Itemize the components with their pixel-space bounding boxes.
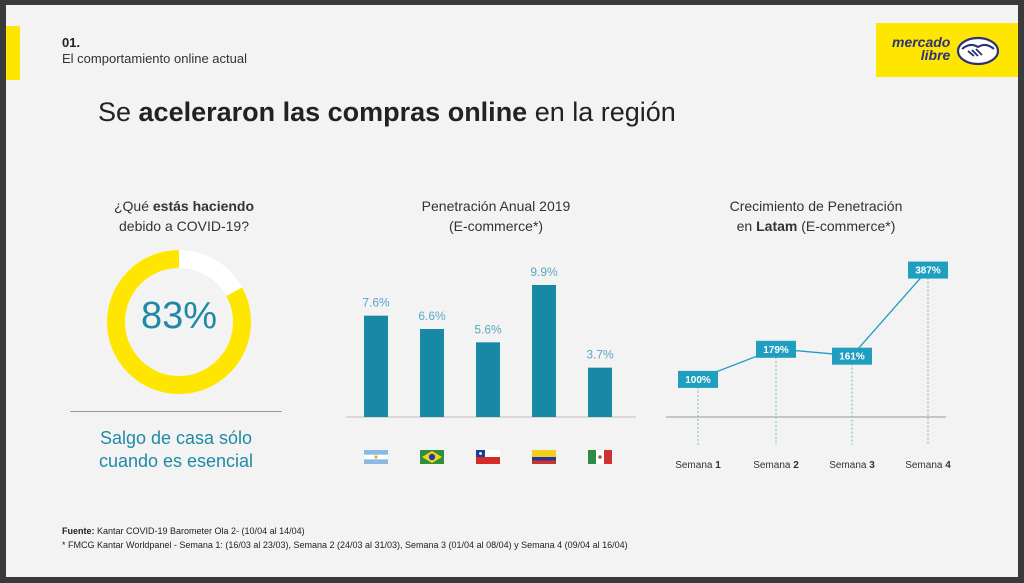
penetration-title-line-1: Penetración Anual 2019: [421, 198, 571, 214]
bar-label: 3.7%: [586, 348, 614, 362]
value-box-label: 179%: [763, 345, 789, 356]
week-label: Semana 1: [675, 460, 721, 471]
bar-chart: 7.6% 6.6% 5.6% 9.9% 3.7%: [346, 265, 636, 464]
growth-title: Crecimiento de Penetración en Latam (E-c…: [706, 196, 926, 236]
slide: 01. El comportamiento online actual merc…: [6, 5, 1018, 577]
value-box-bg: [678, 370, 718, 388]
argentina-flag: [364, 450, 388, 464]
answer-line-2: cuando es esencial: [98, 451, 254, 471]
survey-title-bold: estás haciendo: [152, 198, 255, 214]
week-number: 2: [793, 460, 799, 471]
week-prefix: Semana: [753, 460, 793, 471]
value-box: 387%: [908, 261, 948, 279]
bar-label: 6.6%: [418, 309, 446, 323]
week-label: Semana 3: [829, 460, 875, 471]
week-number: 1: [715, 460, 721, 471]
donut-arc: [107, 250, 251, 394]
title-post: en la región: [527, 97, 676, 127]
survey-title: ¿Qué estás haciendo debido a COVID-19?: [70, 196, 298, 236]
week-number: 4: [945, 460, 951, 471]
bar-mexico-flag: [588, 367, 612, 417]
donut-chart: [107, 250, 251, 394]
logo-wordmark: mercado libre: [892, 34, 951, 63]
title-pre: Se: [98, 97, 139, 127]
footer-source: Fuente: Kantar COVID-19 Barometer Ola 2-…: [62, 526, 305, 536]
growth-title-pre: en: [736, 218, 757, 234]
bar-label: 7.6%: [362, 296, 390, 310]
value-box: 179%: [756, 340, 796, 358]
value-box-bg: [908, 261, 948, 279]
handshake-icon: [956, 36, 1000, 66]
logo-line-2: libre: [920, 47, 951, 63]
growth-title-line-1: Crecimiento de Penetración: [729, 198, 903, 214]
footer-source-text: Kantar COVID-19 Barometer Ola 2- (10/04 …: [94, 526, 305, 536]
week-prefix: Semana: [675, 460, 715, 471]
survey-answer: Salgo de casa sólo cuando es esencial: [70, 427, 282, 473]
value-box-label: 161%: [839, 352, 865, 363]
week-label: Semana 2: [753, 460, 799, 471]
value-box: 161%: [832, 347, 872, 365]
survey-title-line-1: ¿Qué estás haciendo: [70, 196, 298, 216]
survey-title-line-2: debido a COVID-19?: [119, 218, 249, 234]
title-bold: aceleraron las compras online: [138, 97, 528, 127]
line-chart: 100% Semana 1 179% Semana 2 161% Semana 3 387%…: [666, 261, 951, 471]
answer-line-1: Salgo de casa sólo: [99, 428, 253, 448]
donut-value: 83%: [140, 295, 218, 337]
bar-brazil-flag: [420, 329, 444, 417]
growth-line: [697, 269, 929, 380]
value-box-bg: [756, 340, 796, 358]
growth-title-line-2: en Latam (E-commerce*): [706, 216, 926, 236]
penetration-title: Penetración Anual 2019 (E-commerce*): [376, 196, 616, 236]
logo-line-1: mercado: [892, 34, 951, 50]
growth-title-bold: Latam: [756, 218, 798, 234]
brazil-flag: [420, 450, 444, 464]
section-number: 01.: [62, 35, 81, 50]
accent-bar: [6, 26, 20, 80]
value-box: 100%: [678, 370, 718, 388]
value-box-bg: [832, 347, 872, 365]
week-number: 3: [869, 460, 875, 471]
bar-label: 5.6%: [474, 322, 502, 336]
section-subtitle: El comportamiento online actual: [62, 51, 247, 66]
survey-title-pre: ¿Qué: [113, 198, 153, 214]
week-prefix: Semana: [829, 460, 869, 471]
bar-chile-flag: [476, 342, 500, 417]
mexico-flag: [588, 450, 612, 464]
growth-title-post: (E-commerce*): [797, 218, 896, 234]
value-box-label: 387%: [915, 266, 941, 277]
page-title: Se aceleraron las compras online en la r…: [98, 97, 676, 128]
footer-note: * FMCG Kantar Worldpanel - Semana 1: (16…: [62, 540, 628, 550]
divider-line: [70, 411, 282, 412]
week-label: Semana 4: [905, 460, 951, 471]
colombia-flag: [532, 450, 556, 464]
bar-argentina-flag: [364, 315, 388, 417]
chile-flag: [476, 450, 500, 464]
bar-colombia-flag: [532, 285, 556, 417]
penetration-title-line-2: (E-commerce*): [448, 218, 544, 234]
value-box-label: 100%: [685, 375, 711, 386]
bar-label: 9.9%: [530, 265, 558, 279]
footer-source-label: Fuente:: [62, 526, 95, 536]
week-prefix: Semana: [905, 460, 945, 471]
mercado-libre-logo: mercado libre: [876, 23, 1018, 77]
